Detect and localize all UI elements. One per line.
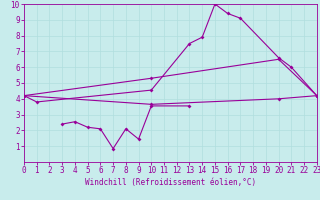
X-axis label: Windchill (Refroidissement éolien,°C): Windchill (Refroidissement éolien,°C) — [85, 178, 256, 187]
